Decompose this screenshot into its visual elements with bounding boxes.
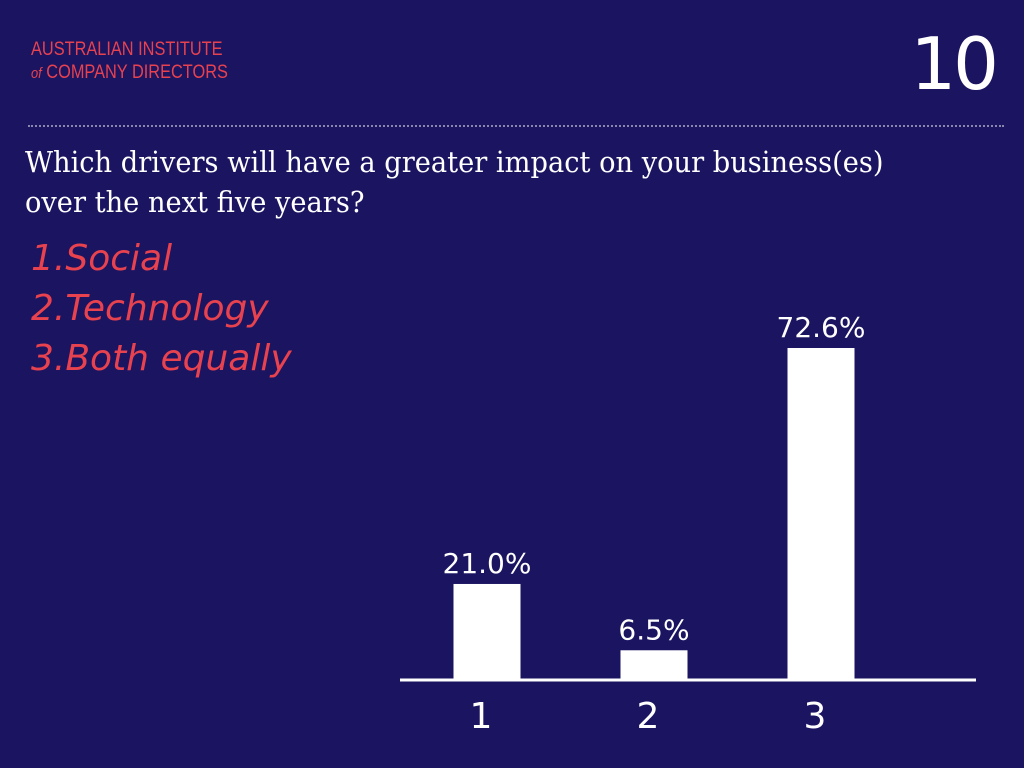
logo-company-directors: COMPANY DIRECTORS [46,62,228,83]
bar-2 [620,650,688,680]
answer-options: 1.Social 2.Technology 3.Both equally [31,234,292,384]
slide-number: 10 [910,22,999,106]
header-divider [28,125,1004,127]
option-technology: 2.Technology [31,288,269,329]
data-label-3: 72.6% [777,311,866,344]
logo-line-1: AUSTRALIAN INSTITUTE [31,39,223,60]
x-tick-label-2: 2 [637,696,660,737]
data-label-2: 6.5% [618,613,689,646]
x-tick-label-3: 3 [804,696,827,737]
option-both-equally: 3.Both equally [31,338,292,379]
question-text: Which drivers will have a greater impact… [25,145,884,219]
aicd-logo: AUSTRALIAN INSTITUTE of COMPANY DIRECTOR… [31,38,260,85]
option-social: 1.Social [31,238,173,279]
bar-1 [453,583,521,680]
data-label-1: 21.0% [443,547,532,580]
logo-line-2: of COMPANY DIRECTORS [31,61,228,85]
x-tick-label-1: 1 [470,696,493,737]
bar-3 [787,348,855,680]
logo-of: of [31,65,42,82]
